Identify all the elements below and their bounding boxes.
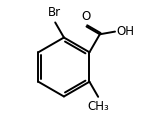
Text: Br: Br [48,6,61,19]
Text: CH₃: CH₃ [87,100,109,113]
Text: O: O [82,10,91,23]
Text: OH: OH [116,25,134,38]
